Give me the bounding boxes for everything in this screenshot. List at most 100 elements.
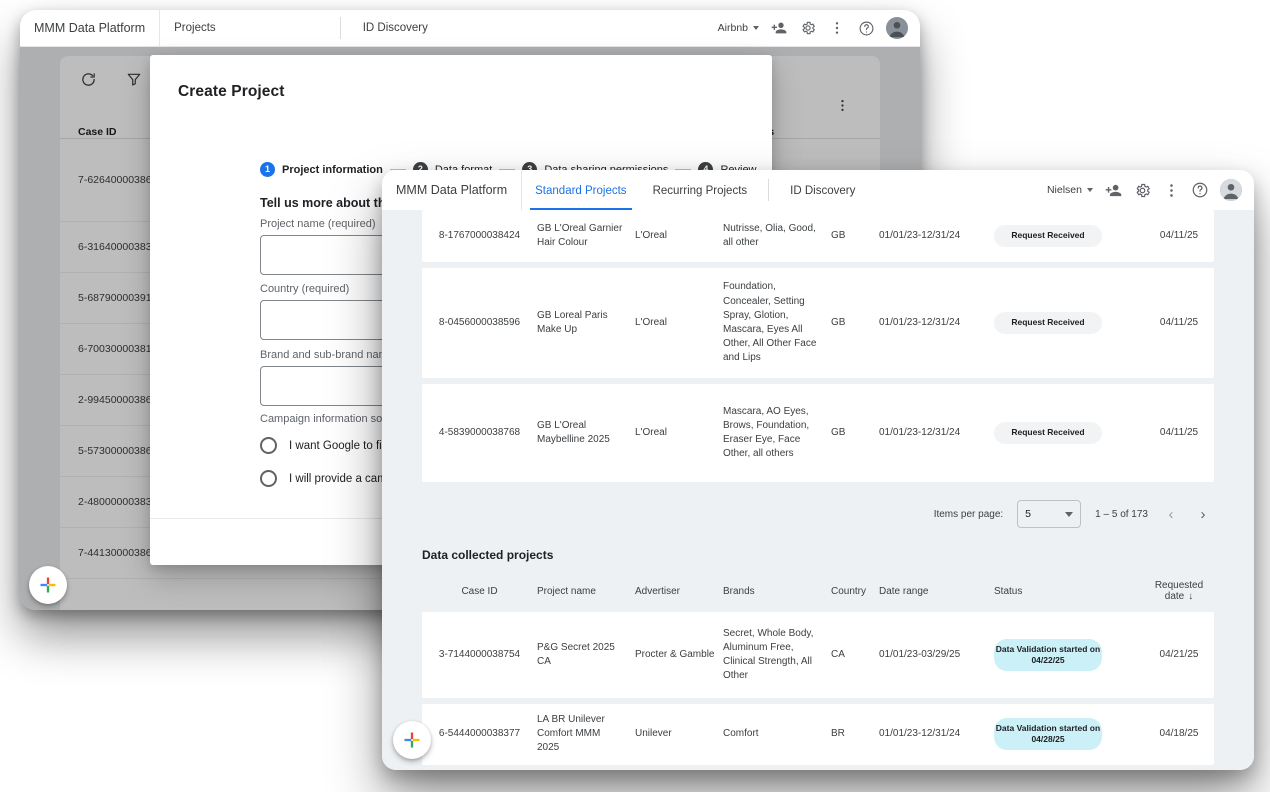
cell-status: Request Received	[994, 312, 1144, 334]
col-header-case-id[interactable]: Case ID	[461, 585, 498, 597]
back-cell-case-id: 6-7003000038121	[78, 343, 164, 355]
back-cell-case-id: 5-6879000039122	[78, 292, 164, 304]
tab-standard-projects[interactable]: Standard Projects	[522, 170, 639, 210]
more-vert-icon[interactable]	[1162, 181, 1180, 199]
front-topbar-actions: Nielsen	[1047, 179, 1254, 201]
collected-projects-table: Case ID Project name Advertiser Brands Count…	[382, 562, 1254, 770]
cell-status: Data Validation started on 04/28/25	[994, 718, 1144, 751]
chevron-left-icon[interactable]: ‹	[1168, 505, 1174, 523]
col-header-status[interactable]: Status	[994, 585, 1023, 597]
avatar[interactable]	[1220, 179, 1242, 201]
cell-status: Request Received	[994, 422, 1144, 444]
help-icon[interactable]	[1191, 181, 1209, 199]
back-cell-case-id: 6-3164000038373	[78, 241, 164, 253]
gear-icon[interactable]	[799, 19, 817, 37]
back-account-label: Airbnb	[717, 22, 748, 34]
cell-requested-date: 04/11/25	[1159, 316, 1199, 328]
cell-brands: Nutrisse, Olia, Good, all other	[723, 222, 816, 248]
cell-country: BR	[831, 728, 845, 740]
radio-option-google-find[interactable]: I want Google to find	[260, 437, 590, 454]
cell-date-range: 01/01/23-12/31/24	[879, 229, 961, 241]
step-label: Project information	[282, 163, 383, 176]
more-vert-icon[interactable]	[828, 19, 846, 37]
chevron-down-icon	[1087, 188, 1093, 192]
back-nav-projects[interactable]: Projects	[174, 22, 216, 34]
col-header-brands[interactable]: Brands	[723, 585, 755, 597]
step-connector	[675, 169, 692, 170]
cell-project-name: GB Loreal Paris Make Up	[537, 309, 608, 335]
country-label: Country (required)	[260, 283, 350, 295]
front-nav-divider	[768, 179, 770, 201]
radio-icon	[260, 470, 277, 487]
back-toolbar	[60, 56, 880, 102]
back-nav-id-discovery[interactable]: ID Discovery	[362, 22, 428, 34]
cell-advertiser: Unilever	[635, 728, 672, 740]
front-nav-id-discovery[interactable]: ID Discovery	[790, 185, 856, 197]
table-row[interactable]: 8-1767000038424 GB L'Oreal Garnier Hair C…	[422, 210, 1214, 262]
back-cell-case-id: 2-9945000038651	[78, 394, 164, 406]
collected-rows-container: 3-7144000038754 P&G Secret 2025 CA Procter…	[422, 612, 1214, 770]
person-add-icon[interactable]	[770, 19, 788, 37]
cell-advertiser: L'Oreal	[635, 316, 667, 328]
col-header-country[interactable]: Country	[831, 585, 867, 597]
refresh-icon[interactable]	[78, 69, 98, 89]
table-row[interactable]: 3-7144000038754 P&G Secret 2025 CA Procter…	[422, 612, 1214, 698]
cell-date-range: 01/01/23-12/31/24	[879, 316, 961, 328]
requested-projects-table: 8-1767000038424 GB L'Oreal Garnier Hair C…	[382, 210, 1254, 482]
back-cell-case-id: 2-4800000038335	[78, 496, 164, 508]
cell-project-name: GB L'Oreal Garnier Hair Colour	[537, 222, 623, 248]
back-create-project-fab[interactable]	[29, 566, 67, 604]
tab-recurring-projects[interactable]: Recurring Projects	[652, 185, 748, 197]
cell-case-id: 3-7144000038754	[438, 648, 521, 660]
status-badge: Request Received	[994, 225, 1102, 247]
stepper-step-1[interactable]: 1 Project information	[260, 162, 383, 177]
table-row[interactable]: 8-0456000038596 GB Loreal Paris Make Up L'…	[422, 268, 1214, 378]
cell-status: Request Received	[994, 225, 1144, 247]
col-header-project-name[interactable]: Project name	[537, 585, 596, 597]
front-app-brand: MMM Data Platform	[382, 170, 523, 210]
cell-brands: Comfort	[723, 728, 759, 740]
campaign-info-source-label: Campaign information sou	[260, 413, 389, 425]
cell-requested-date: 04/21/25	[1159, 648, 1199, 660]
cell-advertiser: L'Oreal	[635, 426, 667, 438]
col-header-date-range[interactable]: Date range	[879, 585, 929, 597]
cell-requested-date: 04/11/25	[1159, 229, 1199, 241]
front-create-project-fab[interactable]	[393, 721, 431, 759]
col-header-requested-date[interactable]: Requested date ↓	[1154, 580, 1204, 602]
collected-table-header: Case ID Project name Advertiser Brands Count…	[422, 562, 1214, 612]
cell-country: GB	[831, 229, 846, 241]
requested-items-per-page-select[interactable]: 5	[1017, 500, 1082, 528]
cell-project-name: P&G Secret 2025 CA	[537, 641, 615, 667]
back-cell-case-id: 7-4413000038678	[78, 547, 164, 559]
foreground-window[interactable]: MMM Data Platform Standard Projects Recu…	[382, 170, 1254, 770]
status-badge: Data Validation started on 04/28/25	[994, 718, 1102, 751]
table-row[interactable]: 4-5839000038768 GB L'Oreal Maybelline 202…	[422, 384, 1214, 482]
cell-brands: Foundation, Concealer, Setting Spray, Gl…	[723, 281, 817, 364]
cell-case-id: 8-1767000038424	[438, 229, 521, 241]
radio-option-provide-campaign[interactable]: I will provide a campa	[260, 470, 590, 487]
cell-case-id: 4-5839000038768	[438, 426, 521, 438]
cell-date-range: 01/01/23-12/31/24	[879, 426, 961, 438]
col-header-advertiser[interactable]: Advertiser	[635, 585, 681, 597]
front-account-switcher[interactable]: Nielsen	[1047, 184, 1093, 196]
cell-status: Data Validation started on 04/22/25	[994, 638, 1144, 672]
person-add-icon[interactable]	[1104, 181, 1122, 199]
back-account-switcher[interactable]: Airbnb	[718, 22, 759, 34]
requested-paginator: Items per page: 5 1 – 5 of 173 ‹ ›	[382, 488, 1254, 538]
requested-items-per-page-label: Items per page:	[933, 508, 1004, 520]
avatar[interactable]	[886, 17, 908, 39]
chevron-right-icon[interactable]: ›	[1200, 505, 1206, 523]
cell-case-id: 6-5444000038377	[438, 728, 521, 740]
back-topbar-actions: Airbnb	[718, 17, 920, 39]
gear-icon[interactable]	[1133, 181, 1151, 199]
filter-icon[interactable]	[124, 69, 144, 89]
cell-advertiser: Procter & Gamble	[635, 648, 715, 660]
table-row[interactable]: 6-5444000038377 LA BR Unilever Comfort MM…	[422, 704, 1214, 765]
data-collected-section-title: Data collected projects	[422, 548, 554, 562]
help-icon[interactable]	[857, 19, 875, 37]
cell-country: CA	[831, 648, 845, 660]
chevron-down-icon	[753, 26, 759, 30]
back-more-vert-icon[interactable]	[835, 98, 850, 118]
project-name-label: Project name (required)	[260, 218, 376, 230]
radio-label: I will provide a campa	[289, 472, 400, 485]
